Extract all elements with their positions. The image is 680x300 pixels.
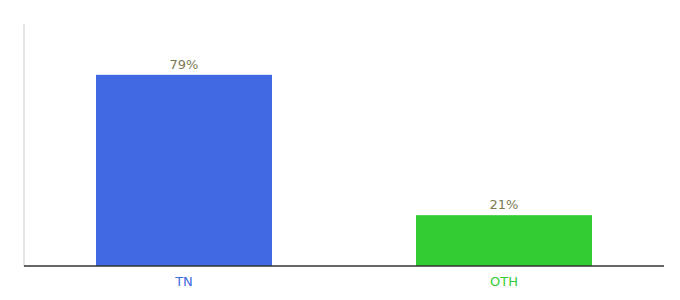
bars	[96, 75, 592, 266]
data-label: 21%	[490, 197, 519, 212]
chart-container: 79% 21% TN OTH	[0, 0, 680, 300]
bar	[96, 75, 272, 266]
x-axis: TN OTH	[174, 274, 518, 289]
data-labels: 79% 21%	[170, 57, 519, 212]
x-axis-line	[24, 265, 664, 267]
y-axis-line	[24, 24, 25, 266]
x-tick-label: OTH	[490, 274, 518, 289]
x-tick-label: TN	[174, 274, 193, 289]
chart-svg: 79% 21% TN OTH	[0, 0, 680, 300]
bar	[416, 215, 592, 266]
data-label: 79%	[170, 57, 199, 72]
